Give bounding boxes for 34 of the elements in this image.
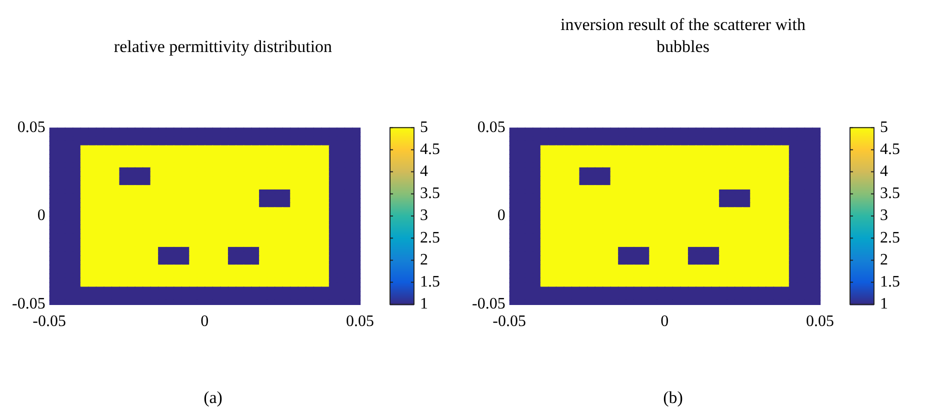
color-bar-label: 3.5 xyxy=(420,185,440,202)
x-tick-label: 0.05 xyxy=(806,313,834,330)
color-bar-label: 1.5 xyxy=(880,274,900,291)
color-bar-label: 3 xyxy=(420,207,428,224)
color-bar-label: 2.5 xyxy=(420,229,440,246)
y-tick-label: 0 xyxy=(497,207,506,224)
y-tick-label: 0.05 xyxy=(477,118,506,136)
y-tick-label: -0.05 xyxy=(12,296,46,313)
color-bar-label: 4.5 xyxy=(420,140,440,158)
color-bar-label: 5 xyxy=(880,118,888,136)
x-tick-label: -0.05 xyxy=(32,313,66,330)
y-tick-label: 0 xyxy=(37,207,46,224)
color-bar-label: 1 xyxy=(420,296,428,313)
y-tick-label: 0.05 xyxy=(17,118,46,136)
x-tick-label: -0.05 xyxy=(492,313,526,330)
y-tick-label: -0.05 xyxy=(472,296,506,313)
color-bar-label: 2 xyxy=(420,251,428,268)
color-bar-label: 2 xyxy=(880,251,888,268)
text: (a) xyxy=(202,388,224,408)
x-tick-label: 0 xyxy=(200,313,209,330)
color-bar-label: 4 xyxy=(420,163,428,180)
color-bar-label: 4.5 xyxy=(880,140,900,158)
chart-title: inversion result of the scatterer with bubbles xyxy=(559,14,806,58)
color-bar-label: 3.5 xyxy=(880,185,900,202)
color-bar-label: 2.5 xyxy=(880,229,900,246)
color-bar-label: 4 xyxy=(880,163,888,180)
x-tick-label: 0.05 xyxy=(346,313,374,330)
color-bar-label: 1 xyxy=(880,296,888,313)
chart-title: relative permittivity distribution xyxy=(112,36,334,58)
color-bar-label: 3 xyxy=(880,207,888,224)
color-bar-label: 1.5 xyxy=(420,274,440,291)
x-tick-label: 0 xyxy=(660,313,669,330)
color-bar-label: 5 xyxy=(420,118,428,136)
text: (b) xyxy=(662,388,684,408)
